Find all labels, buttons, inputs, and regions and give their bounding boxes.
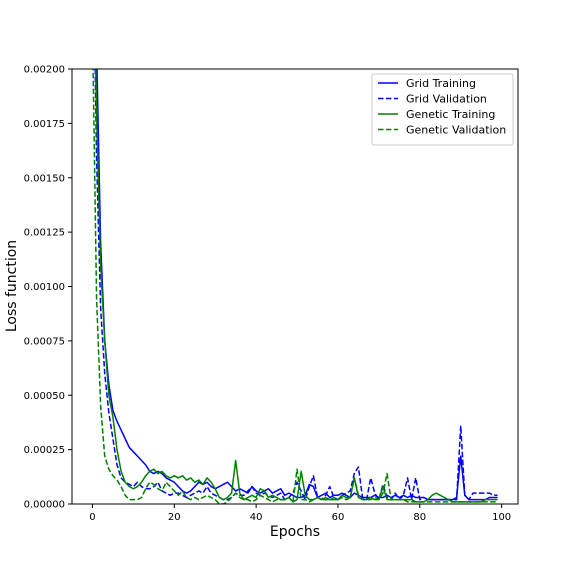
x-tick-label: 60: [332, 512, 345, 523]
legend-label: Grid Training: [406, 77, 476, 90]
y-axis: 0.00000 0.00025 0.00050 0.00075 0.00100 0.001…: [24, 65, 72, 511]
y-tick-label: 0.00200: [24, 65, 65, 76]
y-tick-label: 0.00175: [24, 119, 65, 130]
y-tick-label: 0.00075: [24, 336, 65, 347]
x-axis: 0 20 40 60 80 100: [89, 504, 511, 523]
x-tick-label: 80: [413, 512, 426, 523]
legend-box: [371, 73, 514, 146]
series-line-grid-validation: [94, 69, 498, 501]
x-axis-label: Epochs: [270, 524, 320, 540]
y-tick-label: 0.00125: [24, 228, 65, 239]
series-line-genetic-training: [94, 69, 498, 503]
x-tick-label: 0: [89, 512, 95, 523]
legend-label: Genetic Validation: [406, 124, 506, 137]
y-tick-label: 0.00100: [24, 282, 65, 293]
y-tick-label: 0.00025: [24, 445, 65, 456]
legend-label: Grid Validation: [406, 93, 487, 106]
legend-label: Genetic Training: [406, 108, 495, 121]
y-tick-label: 0.00000: [24, 500, 65, 511]
y-tick-label: 0.00050: [24, 391, 65, 402]
x-tick-label: 40: [250, 512, 263, 523]
y-tick-label: 0.00150: [24, 173, 65, 184]
y-axis-label: Loss function: [4, 240, 20, 332]
x-tick-label: 20: [168, 512, 181, 523]
x-tick-label: 100: [492, 512, 511, 523]
series-line-genetic-validation: [92, 69, 498, 504]
series-layer: [92, 69, 498, 504]
legend: Grid Training Grid Validation Genetic Trai…: [371, 73, 514, 146]
